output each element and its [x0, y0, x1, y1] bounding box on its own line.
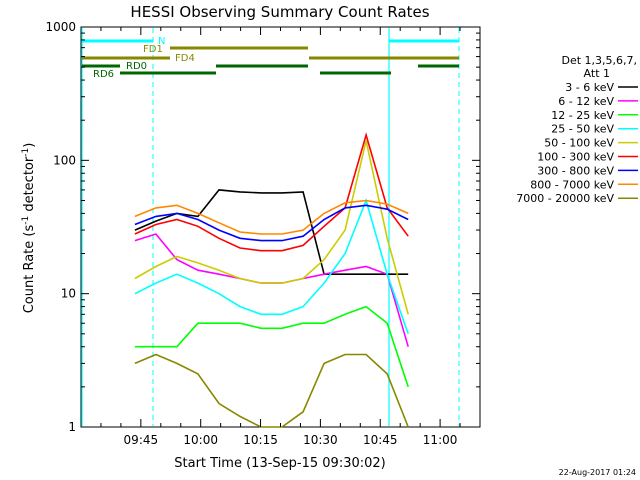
x-axis: 09:45 10:00 10:15 10:30 10:45 11:00 — [100, 27, 461, 447]
x-axis-label: Start Time (13-Sep-15 09:30:02) — [174, 456, 385, 471]
series-line-300-800-kev — [134, 204, 409, 242]
legend-entry-label: 6 - 12 keV — [558, 95, 614, 108]
y-axis-label-sup2: -1 — [21, 148, 31, 157]
y-axis-label-sup1: -1 — [21, 216, 31, 225]
y-tick-label: 10 — [61, 287, 76, 301]
x-tick-label: 10:15 — [243, 433, 278, 447]
x-tick-label: 09:45 — [124, 433, 159, 447]
chart-title: HESSI Observing Summary Count Rates — [130, 3, 429, 21]
x-tick-label: 10:00 — [183, 433, 218, 447]
legend-entry-label: 300 - 800 keV — [537, 164, 614, 177]
y-axis-label: Count Rate (s-1 detector-1) — [21, 143, 37, 314]
series-layer — [134, 132, 409, 428]
y-tick-label: 100 — [53, 153, 76, 167]
y-axis-label-mid: detector — [22, 156, 37, 216]
flag-label-n: N — [158, 36, 165, 47]
flag-label-fd1: FD1 — [143, 44, 163, 55]
legend-entry-label: 100 - 300 keV — [537, 151, 614, 164]
status-flags: N FD1 FD4 RD0 RD6 — [82, 36, 459, 80]
series-line-100-300-kev — [134, 132, 409, 252]
footer-date: 22-Aug-2017 01:24 — [559, 468, 636, 477]
legend-entry-label: 7000 - 20000 keV — [516, 192, 614, 205]
series-line-25-50-kev — [134, 198, 409, 335]
legend-entry-label: 3 - 6 keV — [565, 81, 614, 94]
legend-title-1: Det 1,3,5,6,7, — [561, 54, 637, 67]
y-axis-label-main: Count Rate (s — [22, 225, 37, 314]
flag-label-rd6: RD6 — [93, 69, 114, 80]
legend-entry-label: 12 - 25 keV — [551, 109, 614, 122]
y-tick-label: 1000 — [45, 20, 76, 34]
series-line-800-7000-kev — [134, 199, 409, 235]
legend-entry-label: 800 - 7000 keV — [530, 178, 614, 191]
y-axis: 1 10 100 1000 — [45, 20, 480, 434]
x-tick-label: 11:00 — [423, 433, 458, 447]
series-line-12-25-kev — [134, 305, 409, 388]
x-tick-label: 10:45 — [363, 433, 398, 447]
series-line-50-100-kev — [134, 140, 409, 315]
legend-title-2: Att 1 — [584, 67, 610, 80]
y-axis-label-end: ) — [22, 143, 37, 148]
x-tick-label: 10:30 — [303, 433, 338, 447]
y-tick-label: 1 — [68, 420, 76, 434]
legend-entry-label: 50 - 100 keV — [544, 137, 614, 150]
series-line-7000-20000-kev — [134, 353, 409, 428]
flag-label-fd4: FD4 — [175, 53, 195, 64]
flag-label-rd0: RD0 — [126, 61, 147, 72]
legend-entry-label: 25 - 50 keV — [551, 123, 614, 136]
